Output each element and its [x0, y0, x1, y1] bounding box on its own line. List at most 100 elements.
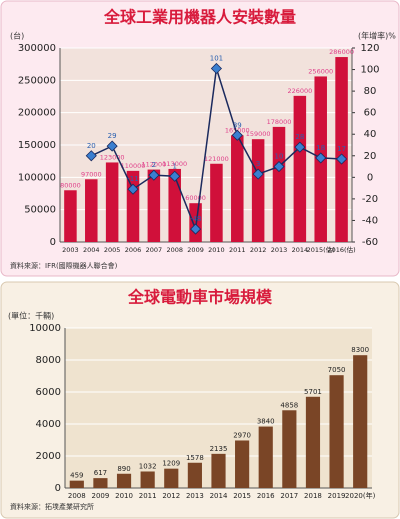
bar [187, 462, 202, 488]
bar [305, 396, 321, 488]
growth-marker [169, 170, 181, 182]
y-axis-label: (台) [10, 31, 24, 41]
x-tick-label: 2014 [292, 246, 309, 254]
source: 資料來源：IFR(國際機器人聯合會) [10, 261, 118, 270]
bar [147, 169, 161, 242]
x-tick-label: 2013 [271, 246, 288, 254]
bar [293, 95, 307, 242]
x-tick-label: 2008 [68, 492, 86, 500]
bar [189, 203, 202, 242]
value-label: 112000 [141, 161, 166, 169]
y2-tick-label: 80 [364, 86, 377, 97]
growth-marker [210, 62, 222, 75]
value-label: 97000 [81, 170, 102, 178]
x-tick-label: 2006 [125, 246, 142, 254]
y2-tick-label: 0 [367, 172, 373, 183]
value-label: 256000 [308, 67, 333, 75]
bar [116, 473, 132, 488]
value-label: 890 [117, 465, 130, 473]
x-tick-label: 2011 [139, 492, 157, 500]
x-tick-label: 2003 [62, 246, 79, 254]
chart-title: 全球工業用機器人安裝數量 [103, 8, 296, 27]
y2-tick-label: -60 [362, 237, 378, 248]
growth-label: 29 [108, 132, 117, 140]
value-label: 5701 [304, 388, 322, 396]
x-tick-label: 2019 [328, 492, 346, 500]
x-tick-label: 2009 [187, 246, 204, 254]
bar [93, 478, 108, 488]
y-tick-label: 2000 [36, 451, 61, 462]
y-tick-label: 0 [50, 237, 56, 248]
bar [85, 179, 98, 242]
bar [258, 426, 273, 488]
value-label: 178000 [267, 118, 292, 126]
bar [231, 135, 244, 242]
source: 資料來源：拓墣產業研究所 [10, 502, 94, 511]
y-tick-label: 10000 [29, 323, 61, 334]
value-label: 8300 [351, 346, 369, 354]
growth-marker [190, 223, 202, 235]
x-tick-label: 2011 [229, 246, 246, 254]
bar [272, 126, 286, 242]
growth-label: 28 [295, 133, 304, 141]
y-tick-label: 4000 [36, 419, 61, 430]
x-tick-label: 2014 [210, 492, 228, 500]
value-label: 113000 [162, 160, 187, 168]
x-tick-label: 2005 [104, 246, 121, 254]
y2-tick-label: 100 [360, 65, 379, 76]
bar [210, 163, 223, 242]
y2-axis-label: (年增率)% [358, 31, 396, 41]
x-tick-label: 2010 [208, 246, 225, 254]
y2-tick-label: -20 [362, 194, 378, 205]
growth-marker [252, 168, 264, 180]
y2-tick-label: 60 [364, 108, 377, 119]
growth-marker [294, 141, 306, 153]
value-label: 3840 [257, 418, 275, 426]
x-tick-label: 2013 [186, 492, 204, 500]
growth-label: 1 [172, 162, 176, 170]
value-label: 226000 [287, 87, 312, 95]
value-label: 286000 [329, 48, 354, 56]
growth-marker [148, 169, 160, 181]
value-label: 459 [70, 472, 83, 480]
value-label: 617 [94, 469, 107, 477]
x-tick-label: 2017 [280, 492, 298, 500]
y2-tick-label: -40 [362, 215, 378, 226]
growth-label: -11 [127, 175, 138, 183]
bar [140, 471, 155, 488]
growth-label: 18 [316, 144, 325, 152]
value-label: 1578 [186, 454, 204, 462]
x-tick-label: 2009 [92, 492, 110, 500]
growth-marker [231, 129, 243, 141]
bar [168, 168, 181, 242]
bar [211, 453, 226, 488]
x-tick-label: 2010 [115, 492, 133, 500]
value-label: 2135 [210, 445, 228, 453]
value-label: 110000 [121, 162, 146, 170]
y-tick-label: 200000 [18, 108, 56, 119]
growth-label: -48 [190, 215, 201, 223]
x-tick-label: 2007 [146, 246, 163, 254]
x-tick-label: 2020(年) [345, 491, 376, 500]
x-tick-label: 2012 [162, 492, 180, 500]
bar [69, 480, 84, 488]
y2-tick-label: 40 [364, 129, 377, 140]
value-label: 2970 [233, 431, 251, 439]
x-tick-label: 2016(估) [328, 245, 356, 254]
growth-marker [106, 140, 118, 152]
bar [64, 190, 77, 242]
y-tick-label: 6000 [36, 387, 61, 398]
growth-label: 17 [337, 145, 346, 153]
value-label: 159000 [246, 130, 271, 138]
growth-label: 20 [87, 142, 96, 150]
value-label: 1209 [162, 460, 180, 468]
bar [235, 440, 250, 488]
bar [329, 375, 344, 488]
y-tick-label: 0 [55, 483, 61, 494]
x-tick-label: 2018 [304, 492, 322, 500]
y-tick-label: 250000 [18, 75, 56, 86]
y-tick-label: 150000 [18, 140, 56, 151]
growth-marker [336, 153, 348, 165]
growth-label: 3 [256, 160, 260, 168]
